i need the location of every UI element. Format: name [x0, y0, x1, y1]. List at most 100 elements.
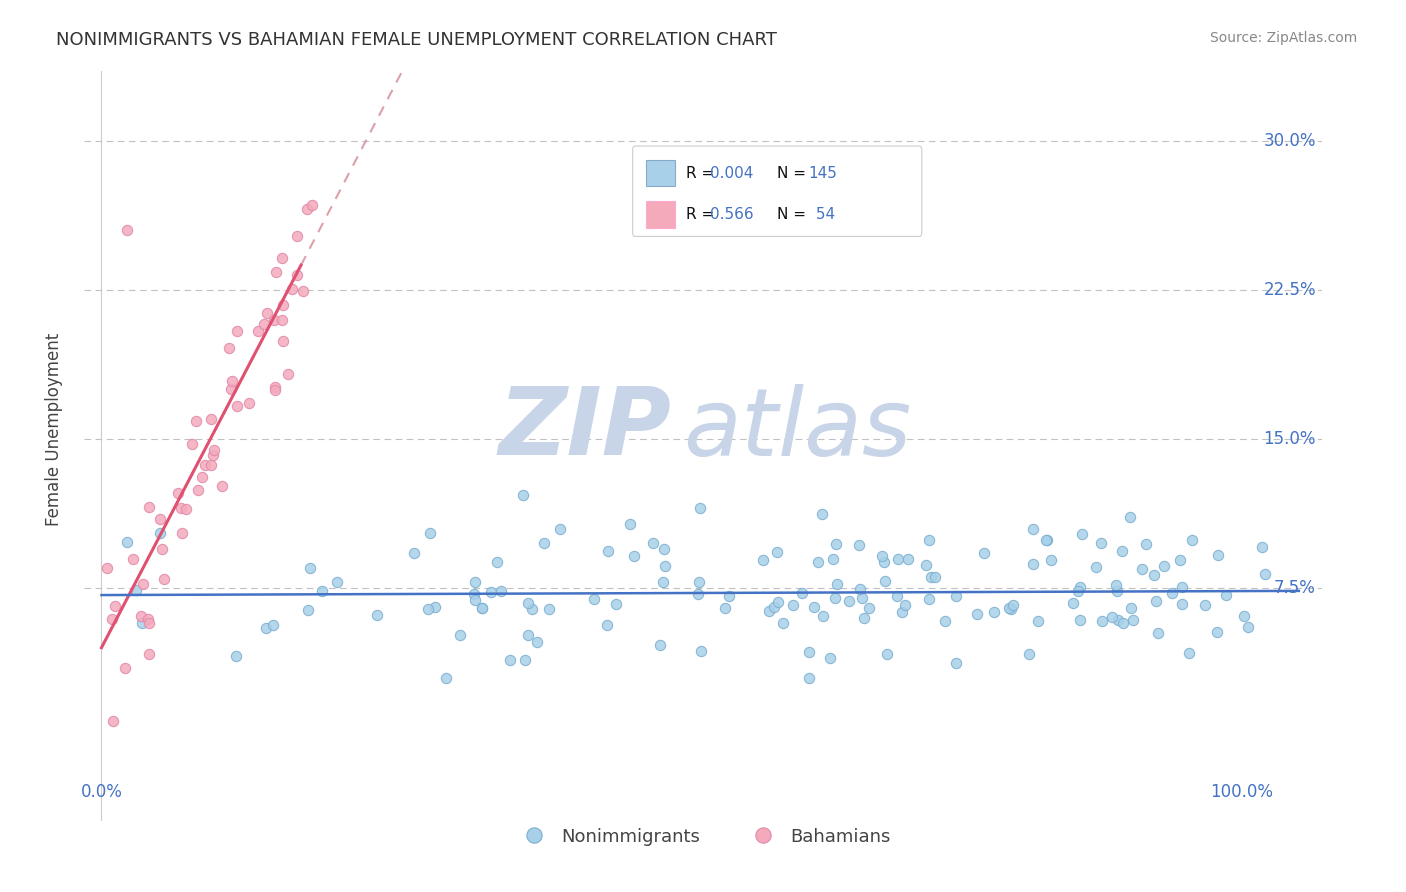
Point [1111, 615, 1133, 630]
Point [202, 443, 225, 458]
Point [1067, 584, 1090, 599]
Point [1161, 586, 1184, 600]
Point [966, 607, 988, 621]
Point [104, 599, 127, 613]
Point [537, 602, 560, 616]
Bar [647, 201, 675, 227]
Point [651, 574, 673, 589]
Point [1022, 522, 1045, 536]
Point [238, 396, 260, 410]
Point [218, 342, 240, 356]
Point [623, 549, 645, 563]
Point [945, 589, 967, 603]
Point [873, 555, 896, 569]
Point [686, 587, 709, 601]
Point [464, 574, 486, 589]
Point [253, 317, 276, 331]
Point [1144, 594, 1167, 608]
Point [125, 583, 148, 598]
Point [194, 458, 217, 472]
Point [247, 324, 270, 338]
Point [848, 538, 870, 552]
Point [299, 561, 322, 575]
Point [1205, 624, 1227, 639]
Point [1101, 610, 1123, 624]
Point [917, 533, 939, 547]
Text: 7.5%: 7.5% [1274, 579, 1316, 597]
Point [772, 615, 794, 630]
Point [973, 546, 995, 560]
Point [1040, 553, 1063, 567]
Point [1119, 600, 1142, 615]
Point [489, 583, 512, 598]
Point [1119, 510, 1142, 524]
Point [264, 383, 287, 397]
Point [763, 600, 786, 615]
Point [1085, 560, 1108, 574]
Point [101, 612, 124, 626]
Point [225, 324, 247, 338]
Point [811, 608, 834, 623]
Point [471, 601, 494, 615]
Point [1062, 596, 1084, 610]
Point [1036, 533, 1059, 547]
Point [512, 488, 534, 502]
Point [1146, 625, 1168, 640]
Point [1022, 557, 1045, 571]
Point [766, 595, 789, 609]
Text: 0.0%: 0.0% [80, 783, 122, 801]
Point [418, 602, 440, 616]
Point [1253, 567, 1275, 582]
Point [277, 367, 299, 381]
Point [891, 605, 914, 619]
Text: Source: ZipAtlas.com: Source: ZipAtlas.com [1209, 31, 1357, 45]
Point [1130, 562, 1153, 576]
Point [271, 298, 294, 312]
Point [96, 561, 118, 575]
Point [471, 600, 494, 615]
Legend: Nonimmigrants, Bahamians: Nonimmigrants, Bahamians [509, 821, 897, 853]
Point [499, 652, 522, 666]
Point [838, 594, 860, 608]
Text: ZIP: ZIP [499, 383, 672, 475]
Point [718, 590, 741, 604]
Point [920, 570, 942, 584]
Point [311, 583, 333, 598]
Point [449, 627, 471, 641]
Point [825, 537, 848, 551]
Point [641, 536, 664, 550]
Point [1000, 602, 1022, 616]
Point [138, 616, 160, 631]
Point [122, 551, 145, 566]
Text: 30.0%: 30.0% [1264, 132, 1316, 150]
Point [1069, 580, 1091, 594]
Point [1091, 614, 1114, 628]
Point [271, 334, 294, 349]
Text: R =: R = [686, 207, 720, 222]
Point [174, 501, 197, 516]
Point [1105, 578, 1128, 592]
Point [150, 542, 173, 557]
Point [765, 545, 787, 559]
Point [1026, 614, 1049, 628]
Point [807, 555, 830, 569]
Point [180, 437, 202, 451]
Point [270, 251, 292, 265]
Point [153, 572, 176, 586]
Point [287, 268, 309, 282]
Point [605, 597, 627, 611]
Point [191, 470, 214, 484]
Point [1002, 599, 1025, 613]
Point [648, 638, 671, 652]
Point [875, 574, 897, 588]
Text: NONIMMIGRANTS VS BAHAMIAN FEMALE UNEMPLOYMENT CORRELATION CHART: NONIMMIGRANTS VS BAHAMIAN FEMALE UNEMPLO… [56, 31, 778, 49]
Point [291, 284, 314, 298]
Text: 0.004: 0.004 [710, 166, 754, 180]
Point [271, 313, 294, 327]
Point [138, 647, 160, 661]
Point [170, 501, 193, 516]
Point [533, 536, 555, 550]
Point [225, 399, 247, 413]
Point [924, 570, 946, 584]
Point [1170, 597, 1192, 611]
